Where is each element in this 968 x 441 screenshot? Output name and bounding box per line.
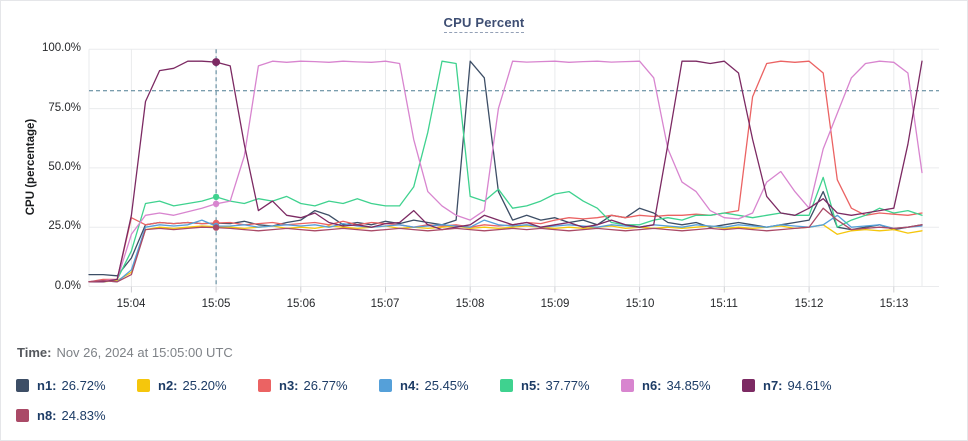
y-tick-label: 0.0% [54,280,81,292]
legend-item-n5[interactable]: n5: 37.77% [500,370,621,400]
crosshair-marker-n7 [212,58,221,67]
legend-value: 25.45% [424,377,469,393]
x-tick-label: 15:06 [286,298,316,310]
series-line-n1 [88,60,923,277]
legend-item-n1[interactable]: n1: 26.72% [16,370,137,400]
x-tick-label: 15:07 [370,298,400,310]
legend-swatch-n5 [500,378,513,392]
y-tick-label: 100.0% [41,42,81,54]
y-tick-label: 50.0% [48,161,81,173]
chart-title-row: CPU Percent [1,14,967,33]
x-tick-label: 15:13 [879,298,909,310]
legend-value: 94.61% [787,377,832,393]
series-line-n2 [88,224,923,283]
legend-value: 26.72% [61,377,106,393]
legend-item-n3[interactable]: n3: 26.77% [258,370,379,400]
legend-swatch-n7 [742,378,755,392]
legend-item-n2[interactable]: n2: 25.20% [137,370,258,400]
legend-item-n7[interactable]: n7: 94.61% [742,370,863,400]
legend-item-n6[interactable]: n6: 34.85% [621,370,742,400]
legend-label: n8: [37,407,57,423]
legend-swatch-n2 [137,378,150,392]
time-value: Nov 26, 2024 at 15:05:00 UTC [56,345,233,360]
crosshair-marker-n6 [212,200,220,207]
legend-value: 34.85% [666,377,711,393]
series-line-n7 [88,60,923,283]
legend-label: n2: [158,377,178,393]
x-tick-label: 15:04 [116,298,146,310]
legend-value: 24.83% [61,407,106,423]
series-line-n8 [88,207,923,283]
legend-item-n4[interactable]: n4: 25.45% [379,370,500,400]
hover-time-row: Time: Nov 26, 2024 at 15:05:00 UTC [17,345,233,360]
x-tick-label: 15:11 [710,298,738,310]
legend-label: n7: [763,377,783,393]
legend-swatch-n1 [16,378,29,392]
legend-value: 37.77% [545,377,590,393]
crosshair-marker-n5 [212,193,220,201]
legend-swatch-n6 [621,378,634,392]
legend-label: n4: [400,377,420,393]
legend-label: n5: [521,377,541,393]
series-line-n3 [88,60,923,283]
x-tick-label: 15:08 [455,298,485,310]
legend-swatch-n4 [379,378,392,392]
y-axis-title: CPU (percentage) [25,118,37,216]
chart-title[interactable]: CPU Percent [443,15,525,33]
legend-label: n6: [642,377,662,393]
time-label: Time: [17,345,52,360]
x-tick-label: 15:12 [794,298,824,310]
y-tick-label: 75.0% [48,102,81,114]
legend: n1: 26.72% n2: 25.20% n3: 26.77% n4: 25.45% n5: 3… [16,370,956,430]
x-tick-label: 15:05 [201,298,231,310]
legend-label: n3: [279,377,299,393]
x-tick-label: 15:09 [540,298,570,310]
legend-item-n8[interactable]: n8: 24.83% [16,400,137,430]
legend-swatch-n8 [16,408,29,422]
x-tick-label: 15:10 [625,298,655,310]
legend-label: n1: [37,377,57,393]
series-line-n4 [88,214,923,283]
y-tick-label: 25.0% [48,220,81,232]
legend-value: 25.20% [182,377,227,393]
crosshair-marker-n8 [212,224,220,231]
legend-swatch-n3 [258,378,271,392]
series-line-n6 [88,60,923,283]
legend-value: 26.77% [303,377,348,393]
series-line-n5 [88,60,923,283]
